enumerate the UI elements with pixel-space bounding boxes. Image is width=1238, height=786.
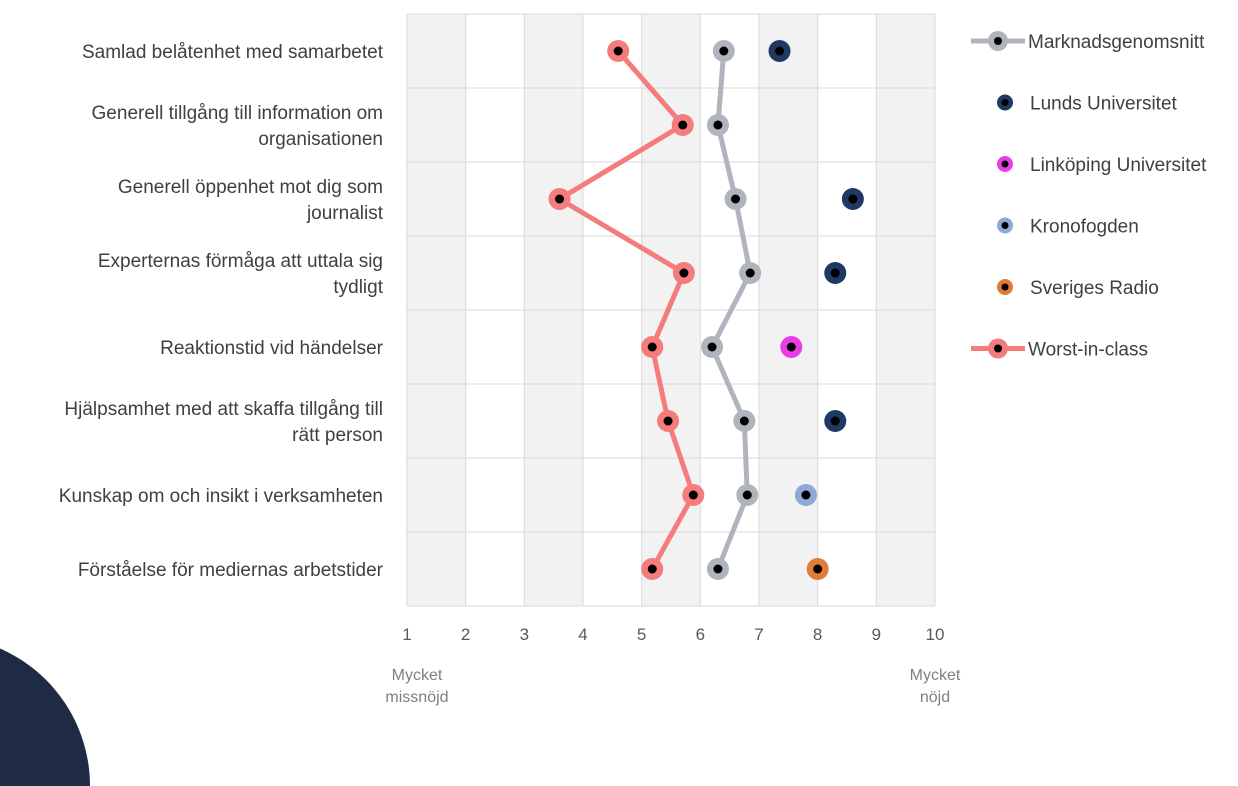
category-label: tydligt (333, 277, 383, 298)
category-label: rätt person (292, 425, 383, 446)
legend-item: Sveriges Radio (997, 278, 1159, 299)
data-point-center (707, 342, 717, 352)
scale-high-label: Mycket (910, 667, 961, 684)
data-point-center (801, 490, 811, 500)
legend: Marknadsgenomsnitt Lunds Universitet Linkö… (971, 31, 1207, 361)
data-point-center (663, 416, 673, 426)
category-label: Samlad belåtenhet med samarbetet (82, 42, 384, 63)
x-tick-label: 10 (926, 625, 945, 644)
data-point-center (739, 416, 749, 426)
scale-high-label: nöjd (920, 689, 950, 706)
category-label: Hjälpsamhet med att skaffa tillgång till (64, 399, 383, 420)
category-label: Experternas förmåga att uttala sig (98, 251, 383, 272)
legend-label: Kronofogden (1030, 217, 1139, 238)
data-point-center (745, 268, 755, 278)
data-point-center (678, 120, 688, 130)
category-label: Generell tillgång till information om (92, 103, 383, 124)
legend-marker-center (994, 344, 1002, 353)
x-tick-label: 1 (402, 625, 411, 644)
series-group (806, 558, 829, 580)
series-group (780, 336, 803, 358)
series-group (548, 40, 705, 580)
legend-marker-center (1001, 283, 1009, 291)
data-point-center (742, 490, 752, 500)
category-label: Reaktionstid vid händelser (160, 338, 384, 359)
category-label: Generell öppenhet mot dig som (118, 177, 383, 198)
series-line (557, 49, 696, 571)
x-tick-label: 4 (578, 625, 587, 644)
legend-label: Sveriges Radio (1030, 278, 1159, 299)
data-point-center (613, 46, 623, 56)
legend-label: Marknadsgenomsnitt (1028, 32, 1205, 53)
x-tick-labels: 1 2 3 4 5 6 7 8 9 10 (402, 625, 944, 644)
x-tick-label: 6 (696, 625, 705, 644)
data-point-center (647, 564, 657, 574)
grid-lines (406, 13, 936, 607)
series-layer (548, 40, 864, 580)
series-line (709, 50, 753, 570)
scale-low-label: Mycket (392, 667, 443, 684)
legend-label: Linköping Universitet (1030, 155, 1207, 176)
legend-label: Worst-in-class (1028, 340, 1148, 361)
legend-marker-center (1001, 160, 1009, 168)
scale-end-labels: Mycket missnöjd Mycket nöjd (385, 667, 960, 706)
data-point-center (786, 342, 796, 352)
legend-item: Worst-in-class (971, 338, 1148, 361)
x-tick-label: 8 (813, 625, 822, 644)
data-point-center (775, 46, 785, 56)
category-label: journalist (306, 203, 384, 224)
data-point-center (830, 268, 840, 278)
x-tick-label: 3 (520, 625, 529, 644)
data-point-center (731, 194, 741, 204)
series-group (701, 40, 762, 580)
category-labels: Samlad belåtenhet med samarbetet Generell… (59, 42, 384, 581)
category-label: Kunskap om och insikt i verksamheten (59, 486, 383, 507)
legend-label: Lunds Universitet (1030, 94, 1178, 115)
x-tick-label: 5 (637, 625, 646, 644)
scale-low-label: missnöjd (385, 689, 448, 706)
data-point-center (848, 194, 858, 204)
data-point-center (555, 194, 565, 204)
legend-item: Lunds Universitet (997, 94, 1178, 115)
legend-marker-center (1001, 99, 1009, 106)
x-tick-label: 9 (872, 625, 881, 644)
legend-marker-center (1001, 222, 1009, 229)
data-point-center (813, 564, 823, 574)
legend-marker-center (994, 37, 1002, 45)
category-label: organisationen (258, 129, 383, 150)
data-point-center (713, 120, 723, 130)
dot-plot-chart: Samlad belåtenhet med samarbetet Generell… (59, 13, 1207, 706)
series-group (794, 484, 817, 506)
category-label: Förståelse för mediernas arbetstider (78, 560, 384, 581)
data-point-center (713, 564, 723, 574)
legend-item: Linköping Universitet (997, 155, 1207, 176)
data-point-center (830, 416, 840, 426)
data-point-center (679, 268, 689, 278)
series-group (768, 40, 864, 432)
data-point-center (719, 46, 729, 56)
data-point-center (688, 490, 698, 500)
data-point-center (647, 342, 657, 352)
x-tick-label: 7 (754, 625, 763, 644)
legend-item: Kronofogden (997, 217, 1139, 238)
x-tick-label: 2 (461, 625, 470, 644)
legend-item: Marknadsgenomsnitt (971, 31, 1205, 53)
